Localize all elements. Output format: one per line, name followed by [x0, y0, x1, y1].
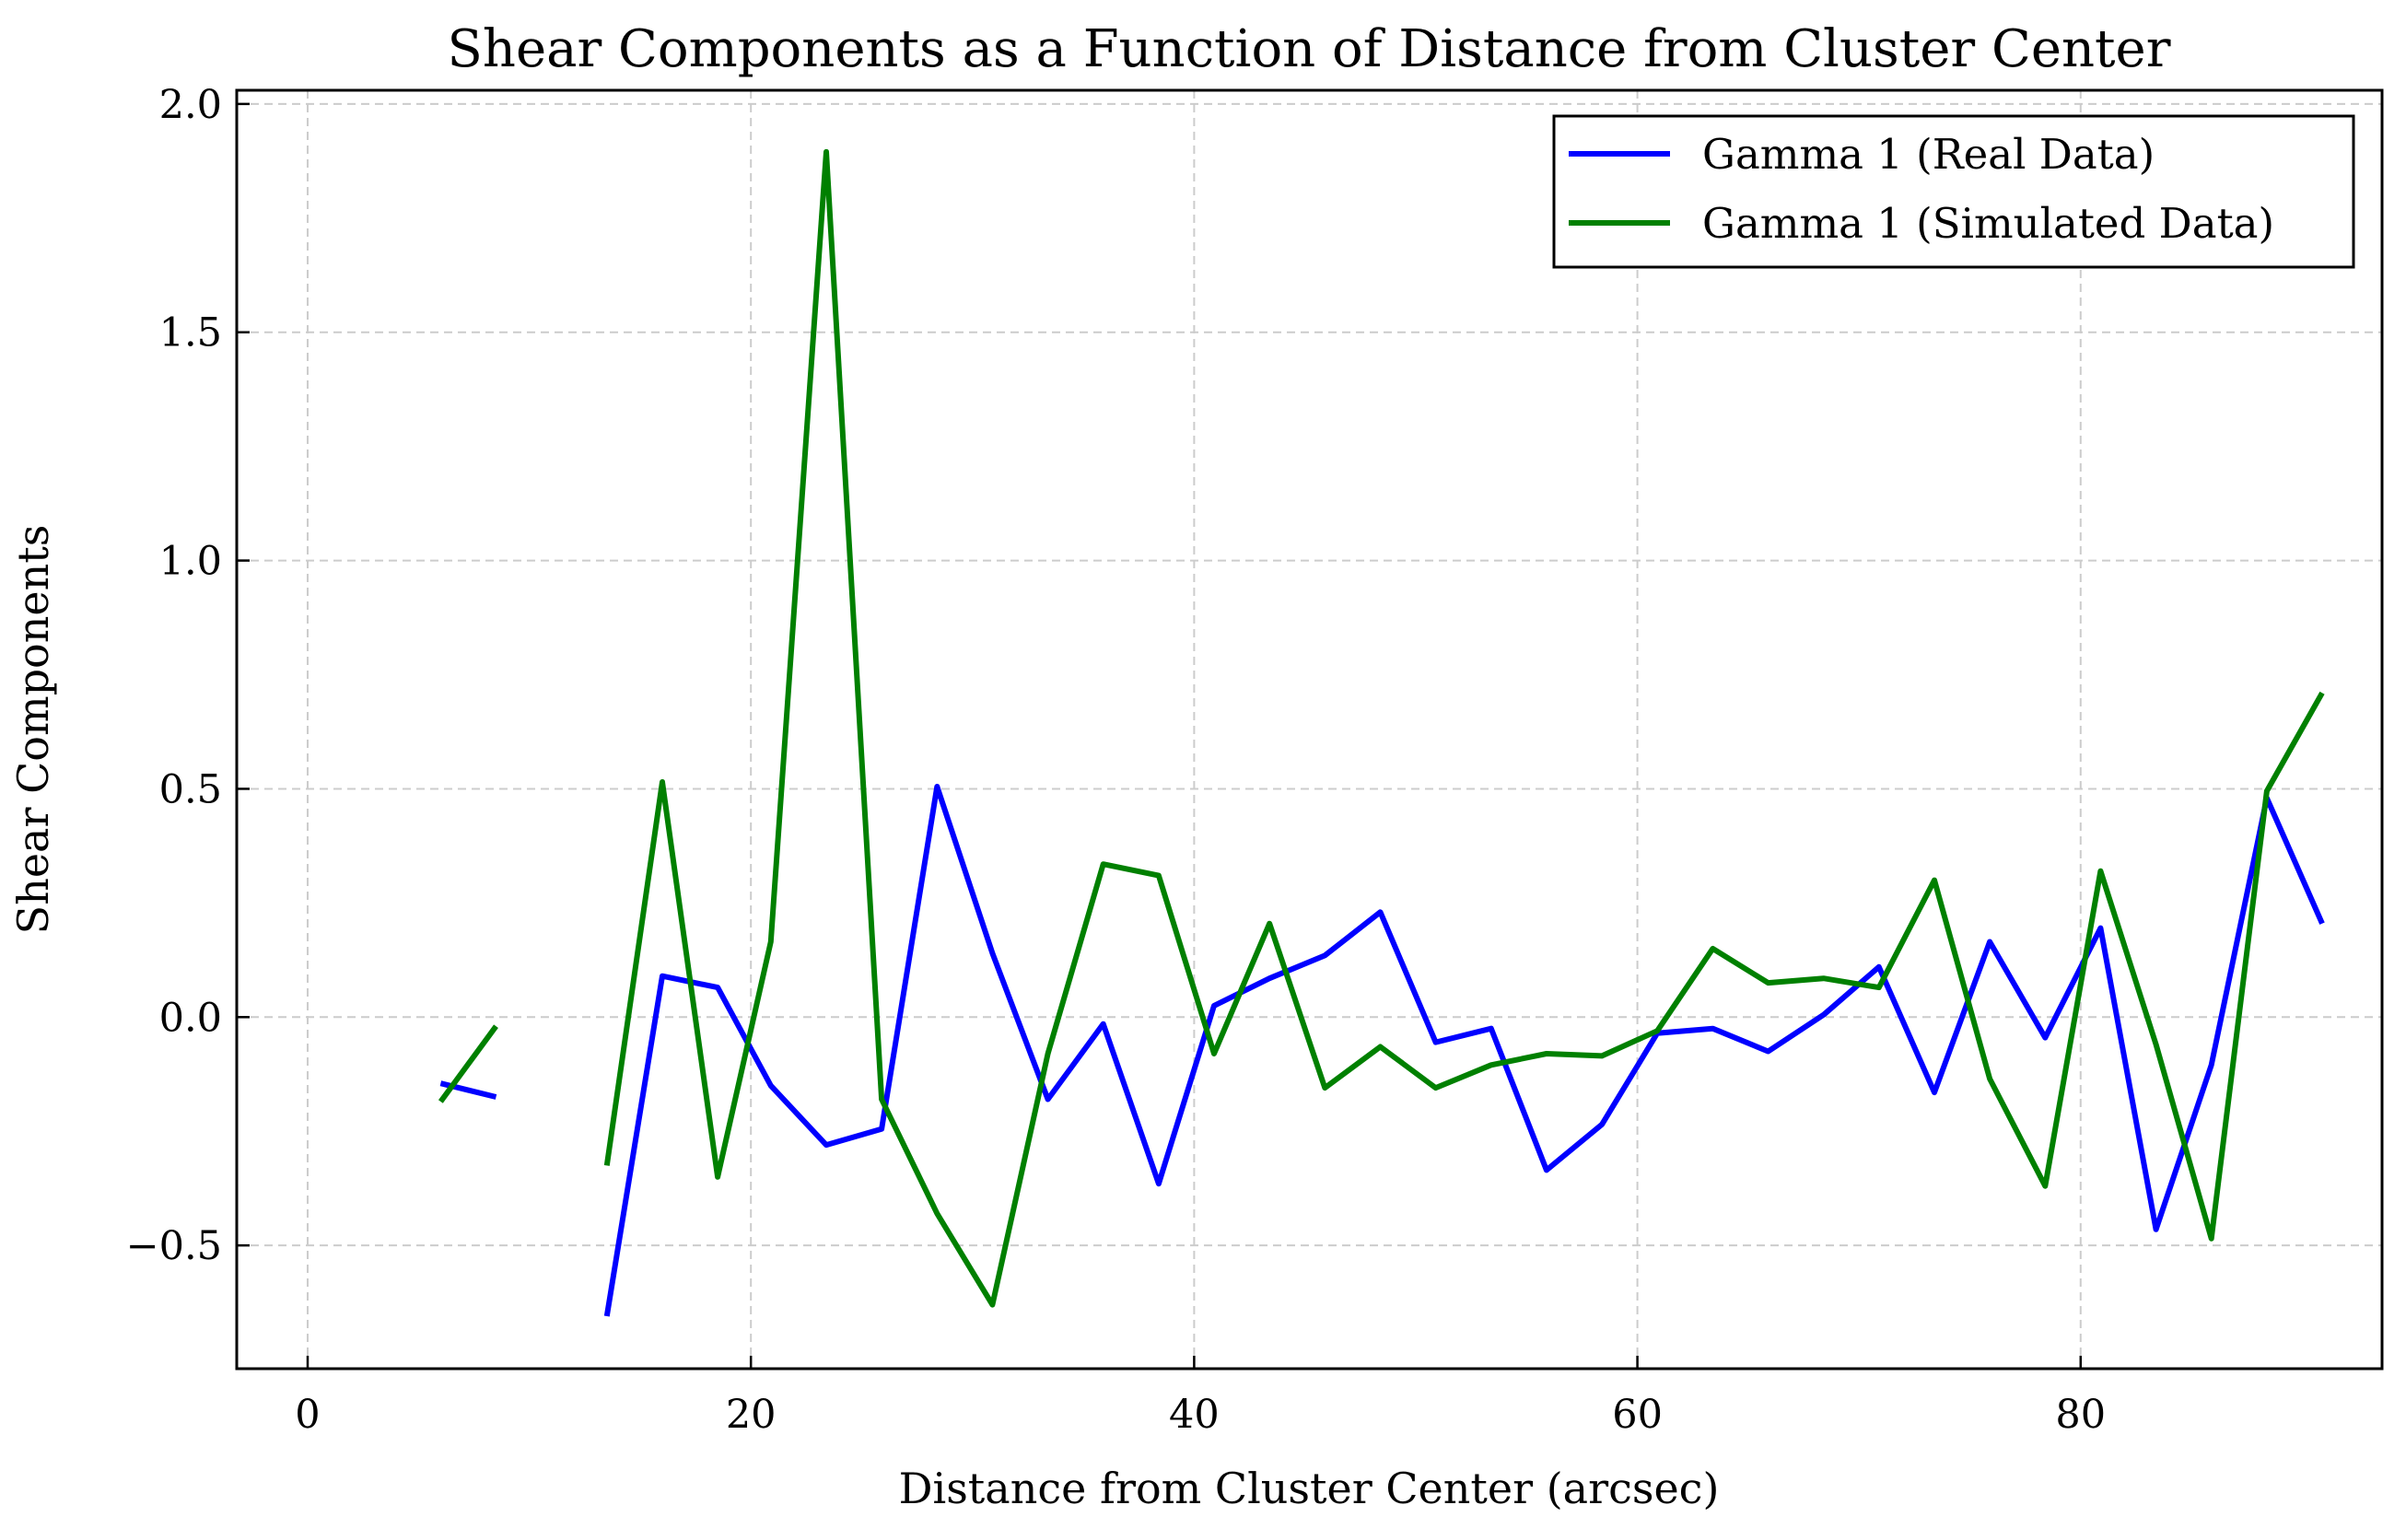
- legend-label-real-data: Gamma 1 (Real Data): [1702, 130, 2155, 179]
- legend: Gamma 1 (Real Data) Gamma 1 (Simulated D…: [1552, 114, 2355, 269]
- plot-frame: [235, 88, 2384, 1371]
- x-axis-label: Distance from Cluster Center (arcsec): [899, 1464, 1720, 1513]
- legend-box: [1552, 114, 2355, 269]
- grid: [237, 90, 2382, 1369]
- y-tick-label: 1.0: [159, 539, 222, 585]
- y-tick-label: 2.0: [159, 82, 222, 128]
- y-tick-label: 1.5: [159, 310, 222, 356]
- plot-area: [438, 148, 2325, 1317]
- y-tick-label: 0.5: [159, 766, 222, 812]
- x-tick-label: 80: [2055, 1392, 2106, 1438]
- chart-title: Shear Components as a Function of Distan…: [448, 19, 2171, 79]
- x-tick-label: 40: [1169, 1392, 1220, 1438]
- x-tick-label: 20: [726, 1392, 777, 1438]
- x-tick-label: 0: [295, 1392, 320, 1438]
- series-line-gamma-1-simulated-data: [438, 148, 2325, 1308]
- legend-label-simulated-data: Gamma 1 (Simulated Data): [1702, 199, 2274, 248]
- y-tick-label: 0.0: [159, 995, 222, 1041]
- y-axis-label: Shear Components: [8, 525, 58, 935]
- axis-ticks: 0 20 40 60 80 −0.5 0.0 0.5 1.0 1.5 2.0: [126, 82, 2107, 1438]
- y-tick-label: −0.5: [126, 1223, 222, 1269]
- x-tick-label: 60: [1612, 1392, 1663, 1438]
